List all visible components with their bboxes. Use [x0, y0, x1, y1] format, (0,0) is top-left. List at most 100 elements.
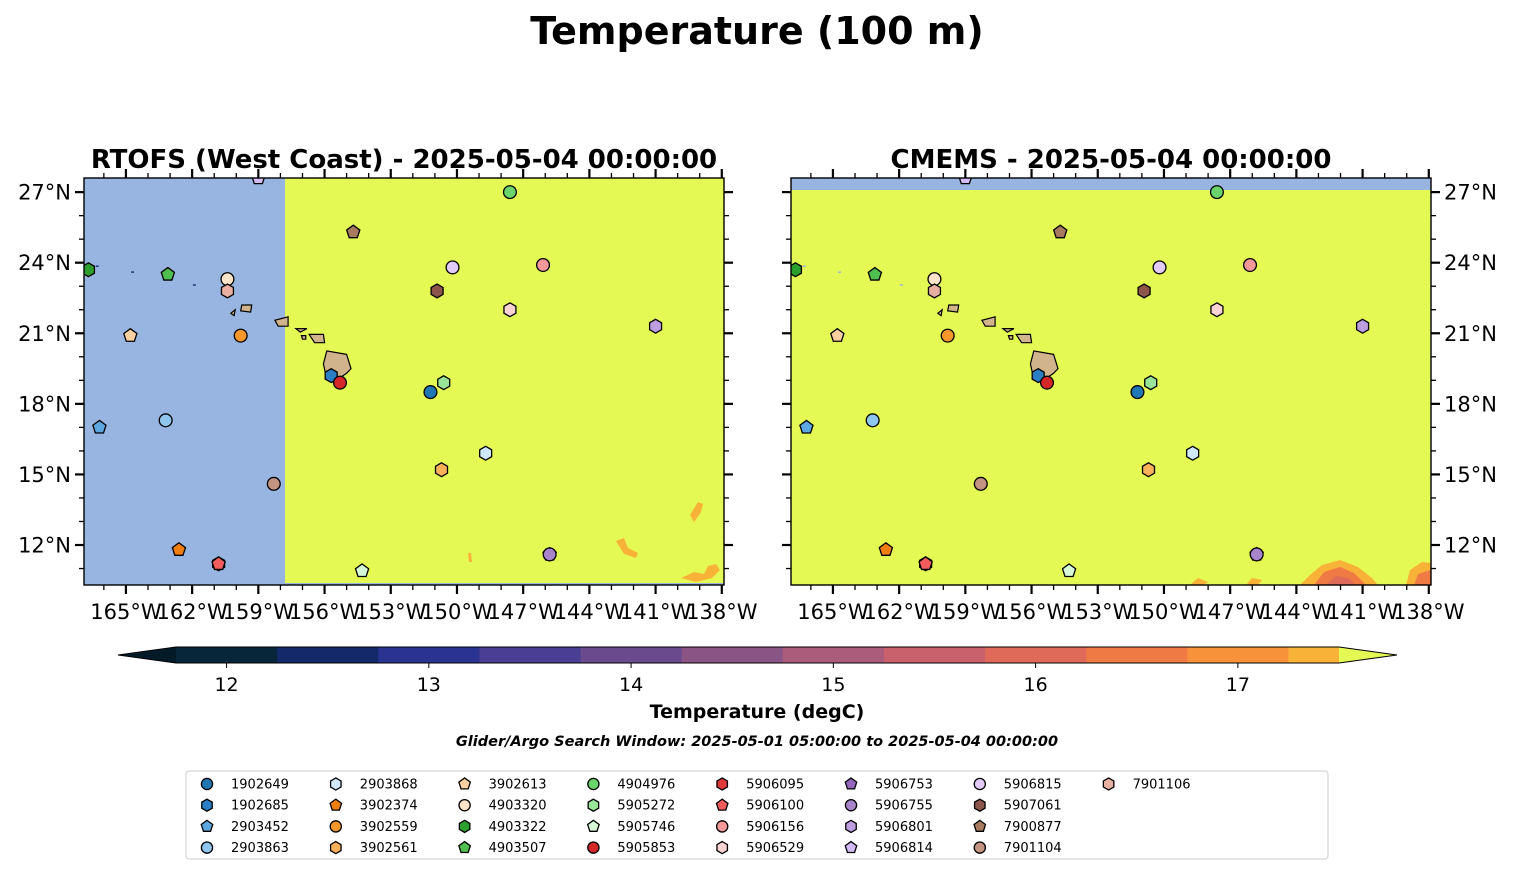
float-marker-3902561 — [1141, 462, 1156, 478]
lat-tick-label: 27°N — [1444, 181, 1497, 205]
colorbar-segment — [277, 647, 379, 663]
float-marker-5906156 — [535, 257, 551, 273]
legend-label: 3902613 — [489, 778, 547, 793]
colorbar-segment — [681, 647, 784, 663]
lon-tick-label: 138°W — [1393, 600, 1465, 624]
map-panel-rtofs: RTOFS (West Coast) - 2025-05-04 00:00:00… — [18, 145, 758, 624]
lon-tick-label: 138°W — [686, 600, 758, 624]
float-marker-7901104 — [266, 476, 281, 491]
legend-item-5905272: 5905272 — [587, 798, 675, 814]
legend-item-4903320: 4903320 — [458, 799, 547, 814]
colorbar-segment — [1187, 647, 1289, 663]
float-marker-5907061 — [1137, 283, 1151, 299]
legend-marker — [329, 840, 342, 855]
colorbar-outline — [117, 646, 1398, 664]
float-marker-3902374 — [171, 541, 187, 556]
float-marker-5906801 — [1355, 318, 1370, 334]
colorbar: 12 13 14 15 16 17 — [117, 646, 1398, 696]
legend-label: 7900877 — [1004, 820, 1062, 835]
lon-tick-label: 159°W — [223, 600, 295, 624]
float-marker-7900877 — [345, 224, 361, 239]
float-marker-5905853 — [332, 375, 348, 390]
legend-marker — [844, 777, 858, 790]
island-speck — [899, 284, 903, 286]
legend-marker — [458, 819, 471, 834]
lat-tick-label: 18°N — [18, 392, 71, 416]
float-marker-5906814 — [251, 178, 265, 185]
island — [936, 308, 944, 317]
legend-label: 5905272 — [617, 799, 675, 814]
float-marker-5905272 — [437, 375, 451, 391]
legend-marker — [716, 777, 729, 791]
legend-item-1902649: 1902649 — [200, 778, 289, 793]
float-marker-2903863 — [865, 413, 880, 428]
legend-label: 5906814 — [875, 841, 933, 856]
float-marker-3902559 — [940, 328, 955, 343]
float-marker-5906100 — [211, 556, 226, 571]
colorbar-segment — [176, 647, 278, 663]
float-marker-5906755 — [542, 547, 557, 562]
float-marker-1902649 — [1130, 385, 1145, 400]
legend-marker — [715, 820, 729, 833]
legend-item-4904976: 4904976 — [587, 777, 675, 793]
lat-tick-label: 27°N — [18, 181, 71, 205]
legend-label: 5905853 — [617, 841, 675, 856]
island-speck — [838, 271, 842, 273]
legend-item-5906755: 5906755 — [844, 799, 933, 814]
legend-item-3902613: 3902613 — [458, 777, 547, 793]
island — [300, 335, 307, 340]
panel-title-rtofs: RTOFS (West Coast) - 2025-05-04 00:00:00 — [91, 145, 717, 175]
legend-item-5905746: 5905746 — [586, 819, 675, 835]
float-marker-2903863 — [158, 413, 173, 428]
legend-label: 5906100 — [746, 799, 804, 814]
map-frame — [83, 177, 725, 586]
legend-item-5906095: 5906095 — [716, 777, 804, 793]
island — [294, 328, 308, 333]
legend-item-5906814: 5906814 — [844, 840, 933, 856]
lat-tick-label: 12°N — [18, 534, 71, 558]
lon-tick-label: 147°W — [487, 600, 559, 624]
lon-tick-label: 156°W — [289, 600, 361, 624]
colorbar-tick-label: 12 — [214, 674, 238, 696]
island — [307, 333, 326, 344]
legend-marker — [200, 841, 214, 854]
float-marker-3902613 — [830, 327, 845, 342]
float-marker-5905272 — [1144, 375, 1158, 391]
float-marker-3902561 — [434, 462, 449, 478]
legend-item-1902685: 1902685 — [201, 798, 289, 814]
float-marker-5906529 — [503, 302, 517, 318]
legend-marker — [587, 777, 600, 791]
legend-label: 4903320 — [489, 799, 547, 814]
legend-item-7900877: 7900877 — [973, 819, 1062, 835]
island — [1001, 328, 1015, 333]
float-marker-4903322 — [84, 262, 96, 278]
float-marker-5906815 — [1152, 260, 1167, 275]
float-marker-5906156 — [1242, 257, 1258, 273]
legend-item-5906753: 5906753 — [844, 777, 933, 793]
lat-tick-label: 21°N — [18, 322, 71, 346]
lon-tick-label: 144°W — [554, 600, 626, 624]
legend-marker — [586, 819, 600, 832]
legend-marker — [200, 819, 214, 832]
legend-label: 4903322 — [489, 820, 547, 835]
lat-tick-label: 18°N — [1444, 392, 1497, 416]
legend-label: 4904976 — [617, 778, 675, 793]
colorbar-tick-label: 14 — [619, 674, 643, 696]
legend-marker — [329, 820, 343, 833]
legend-marker — [844, 840, 858, 854]
cmems-field-warm — [791, 178, 1431, 585]
legend-item-5906100: 5906100 — [715, 798, 804, 814]
float-marker-4903322 — [791, 262, 803, 278]
float-marker-4904976 — [502, 185, 517, 200]
legend-marker — [458, 777, 472, 790]
lat-tick-label: 21°N — [1444, 322, 1497, 346]
float-markers-cmems — [791, 178, 1370, 578]
colorbar-segment — [1288, 647, 1340, 663]
lon-tick-label: 141°W — [1327, 600, 1399, 624]
colorbar-tick-label: 17 — [1226, 674, 1250, 696]
float-marker-4903507 — [160, 266, 176, 281]
legend-label: 5906529 — [746, 841, 804, 856]
cmems-cool-patch — [1326, 576, 1356, 585]
legend-item-5907061: 5907061 — [973, 798, 1062, 814]
